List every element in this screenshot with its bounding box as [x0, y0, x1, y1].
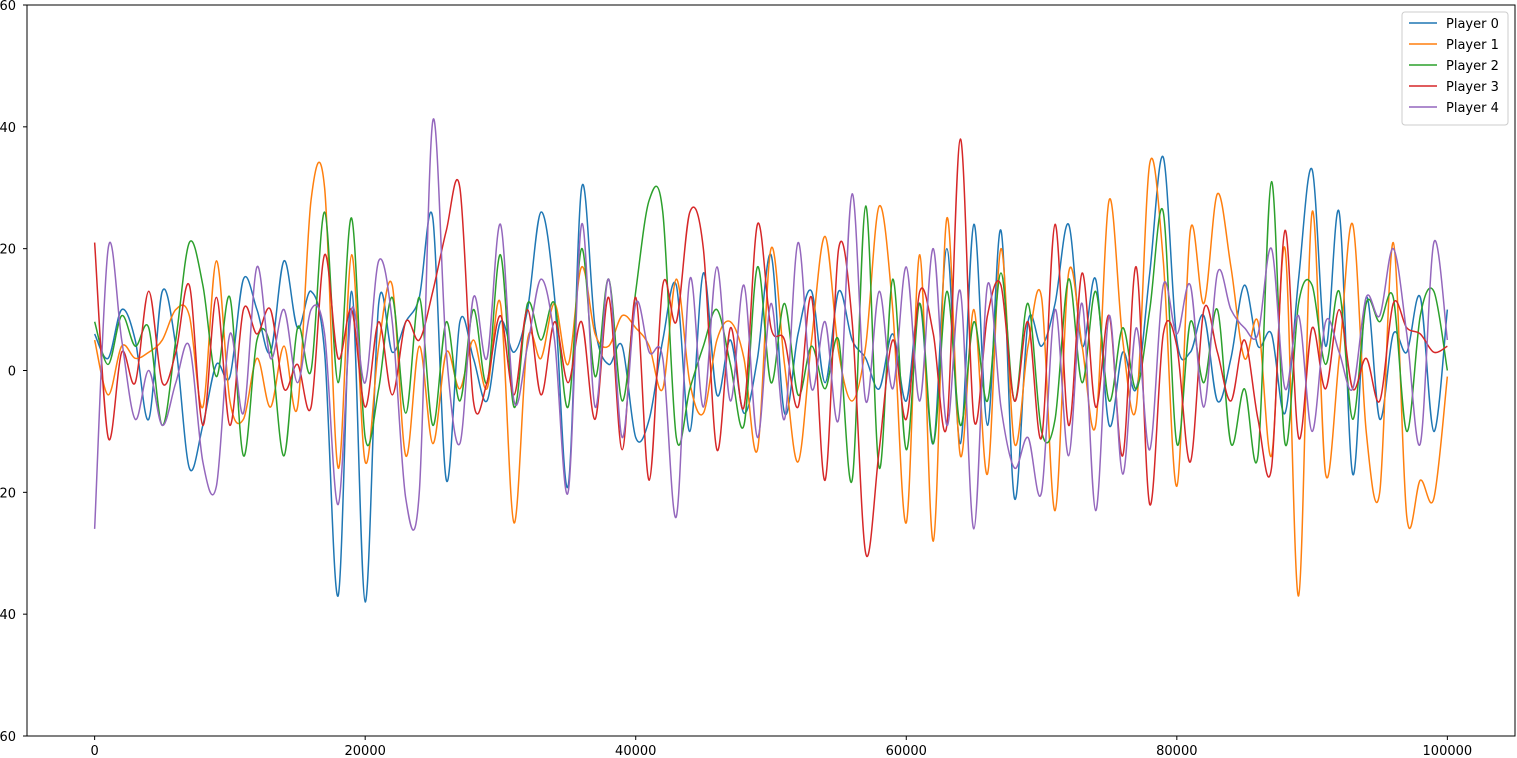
y-tick-label: 60 [0, 730, 16, 745]
legend: Player 0 Player 1 Player 2 Player 3 Player 4 [1401, 11, 1509, 126]
x-tick-label: 40000 [615, 744, 656, 758]
legend-label-player-2: Player 2 [1446, 59, 1499, 74]
series-line-player-3 [93, 138, 1448, 558]
y-tick-label: 20 [0, 243, 16, 258]
y-axis: 60 40 20 0 20 40 60 [0, 0, 27, 745]
x-tick-label: 100000 [1423, 744, 1473, 758]
legend-label-player-4: Player 4 [1446, 101, 1499, 116]
y-tick-label: 60 [0, 0, 16, 14]
x-tick-label: 80000 [1156, 744, 1197, 758]
series-line-player-1 [93, 157, 1449, 597]
y-tick-label: 0 [8, 365, 16, 380]
y-tick-label: 40 [0, 608, 16, 623]
series-layer [93, 118, 1449, 603]
series-line-player-4 [93, 118, 1449, 531]
legend-label-player-0: Player 0 [1446, 17, 1499, 32]
y-tick-label: 40 [0, 121, 16, 136]
legend-label-player-1: Player 1 [1446, 38, 1499, 53]
series-line-player-0 [93, 155, 1449, 603]
x-tick-label: 0 [90, 744, 98, 758]
x-tick-label: 20000 [345, 744, 386, 758]
plot-area [27, 5, 1515, 736]
legend-box [1401, 11, 1509, 126]
x-tick-label: 60000 [886, 744, 927, 758]
x-axis: 0 20000 40000 60000 80000 100000 [90, 736, 1472, 758]
legend-label-player-3: Player 3 [1446, 80, 1499, 95]
y-tick-label: 20 [0, 486, 16, 501]
